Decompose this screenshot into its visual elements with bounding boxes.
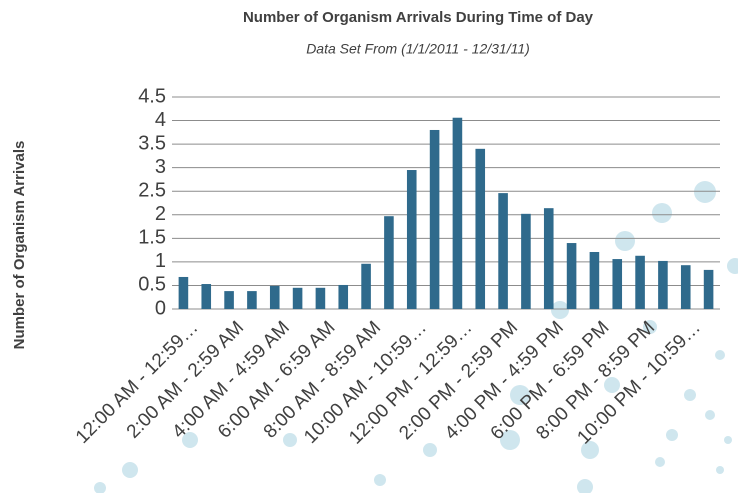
bar bbox=[681, 265, 691, 309]
bar bbox=[430, 130, 440, 309]
bar bbox=[384, 216, 394, 309]
y-tick-label: 3.5 bbox=[138, 132, 166, 154]
bar bbox=[567, 243, 577, 309]
bar bbox=[338, 285, 348, 309]
bar bbox=[361, 264, 371, 309]
chart-subtitle: Data Set From (1/1/2011 - 12/31/11) bbox=[306, 41, 530, 57]
y-axis-label: Number of Organism Arrivals bbox=[11, 141, 28, 350]
bar bbox=[612, 259, 622, 309]
y-tick-label: 0.5 bbox=[138, 274, 166, 296]
bar bbox=[407, 170, 417, 309]
bar bbox=[316, 288, 326, 309]
bar bbox=[475, 149, 485, 309]
bar bbox=[270, 286, 280, 309]
bar bbox=[704, 270, 714, 309]
y-tick-label: 4.5 bbox=[138, 85, 166, 107]
bar bbox=[453, 118, 463, 309]
bar bbox=[590, 252, 600, 309]
y-tick-label: 2 bbox=[155, 203, 166, 225]
bar bbox=[201, 284, 211, 309]
y-tick-label: 3 bbox=[155, 156, 166, 178]
y-tick-label: 2.5 bbox=[138, 180, 166, 202]
bar bbox=[179, 277, 189, 309]
bar bbox=[224, 291, 234, 309]
y-tick-label: 1.5 bbox=[138, 227, 166, 249]
bar bbox=[544, 208, 554, 309]
bar bbox=[635, 256, 645, 309]
y-tick-label: 0 bbox=[155, 297, 166, 319]
chart: Number of Organism Arrivals During Time … bbox=[0, 0, 738, 493]
y-tick-label: 1 bbox=[155, 250, 166, 272]
bar bbox=[498, 193, 508, 309]
bar bbox=[521, 214, 531, 309]
bar bbox=[658, 261, 668, 309]
y-tick-label: 4 bbox=[155, 109, 166, 131]
bar bbox=[293, 288, 303, 309]
chart-title: Number of Organism Arrivals During Time … bbox=[243, 9, 594, 26]
bar bbox=[247, 291, 257, 309]
